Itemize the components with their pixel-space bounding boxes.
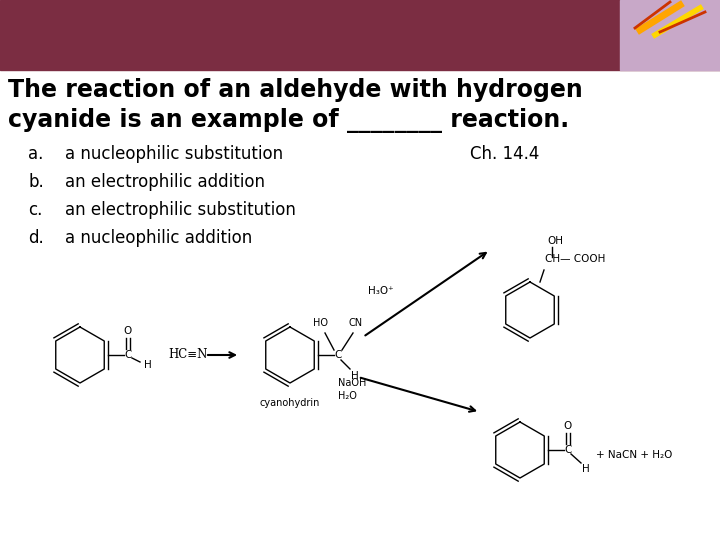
Text: O: O <box>124 326 132 336</box>
Text: + NaCN + H₂O: + NaCN + H₂O <box>596 450 672 460</box>
Text: cyanohydrin: cyanohydrin <box>260 398 320 408</box>
Text: Ch. 14.4: Ch. 14.4 <box>470 145 539 163</box>
Text: HC≡N: HC≡N <box>168 348 207 361</box>
Text: H₃O⁺: H₃O⁺ <box>368 287 394 296</box>
Text: d.: d. <box>28 229 44 247</box>
Text: CH— COOH: CH— COOH <box>545 254 606 264</box>
Text: a nucleophilic substitution: a nucleophilic substitution <box>65 145 283 163</box>
Text: The reaction of an aldehyde with hydrogen: The reaction of an aldehyde with hydroge… <box>8 78 582 102</box>
Text: H: H <box>582 464 590 474</box>
Text: c.: c. <box>28 201 42 219</box>
Text: a.: a. <box>28 145 43 163</box>
Text: H: H <box>144 360 152 370</box>
Text: a nucleophilic addition: a nucleophilic addition <box>65 229 252 247</box>
Text: b.: b. <box>28 173 44 191</box>
Text: an electrophilic substitution: an electrophilic substitution <box>65 201 296 219</box>
Text: H: H <box>351 371 359 381</box>
Text: NaOH
H₂O: NaOH H₂O <box>338 378 366 401</box>
Text: C: C <box>564 445 572 455</box>
Text: CN: CN <box>349 318 363 328</box>
Text: O: O <box>564 421 572 431</box>
Bar <box>620 0 720 70</box>
Text: OH: OH <box>547 236 563 246</box>
Text: HO: HO <box>312 318 328 328</box>
Text: cyanide is an example of ________ reaction.: cyanide is an example of ________ reacti… <box>8 108 569 133</box>
Text: C: C <box>125 350 132 360</box>
Text: C: C <box>334 350 342 360</box>
Text: an electrophilic addition: an electrophilic addition <box>65 173 265 191</box>
Bar <box>0 0 720 70</box>
